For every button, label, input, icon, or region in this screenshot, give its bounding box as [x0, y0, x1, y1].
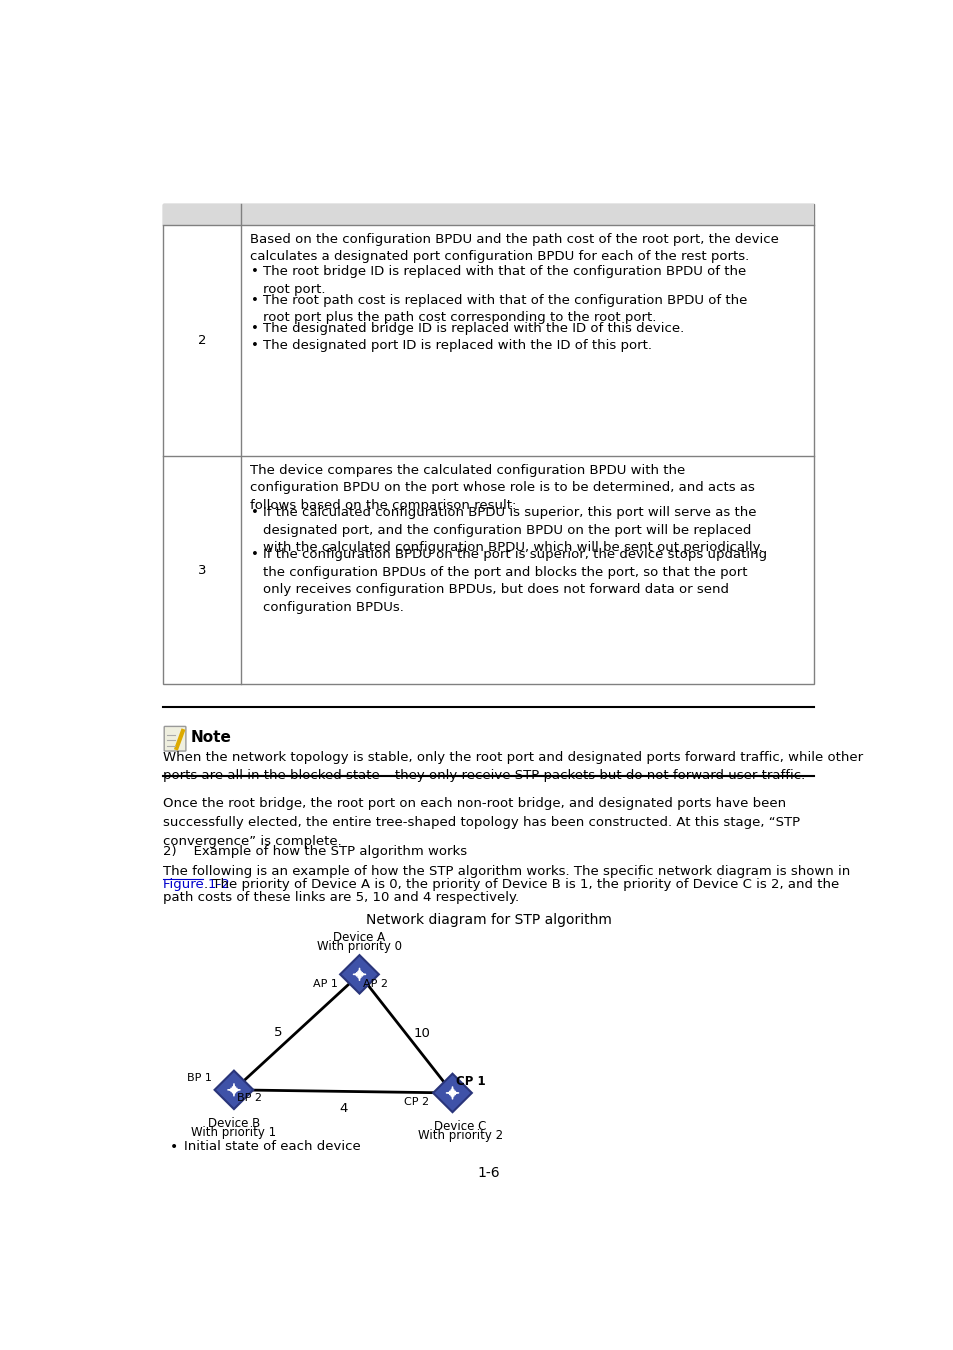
Text: •: •	[251, 506, 258, 520]
Text: 10: 10	[414, 1027, 430, 1040]
Text: The following is an example of how the STP algorithm works. The specific network: The following is an example of how the S…	[163, 865, 850, 878]
Polygon shape	[214, 1071, 253, 1110]
Polygon shape	[340, 954, 378, 994]
Text: BP 1: BP 1	[187, 1073, 212, 1083]
Text: •: •	[251, 548, 258, 562]
Text: •: •	[251, 294, 258, 306]
Text: •: •	[251, 339, 258, 352]
Text: Device B: Device B	[208, 1116, 260, 1130]
Text: Initial state of each device: Initial state of each device	[183, 1139, 360, 1153]
Text: AP 1: AP 1	[313, 979, 337, 988]
Text: Based on the configuration BPDU and the path cost of the root port, the device
c: Based on the configuration BPDU and the …	[250, 232, 779, 263]
Text: 2: 2	[197, 335, 206, 347]
Text: Figure 1-2: Figure 1-2	[163, 878, 230, 891]
Text: If the configuration BPDU on the port is superior, the device stops updating
the: If the configuration BPDU on the port is…	[262, 548, 766, 614]
Text: Once the root bridge, the root port on each non-root bridge, and designated port: Once the root bridge, the root port on e…	[163, 798, 800, 848]
Text: The device compares the calculated configuration BPDU with the
configuration BPD: The device compares the calculated confi…	[250, 464, 755, 512]
Bar	[163, 204, 814, 684]
Text: •: •	[170, 1139, 178, 1154]
Text: Network diagram for STP algorithm: Network diagram for STP algorithm	[366, 913, 611, 926]
Text: AP 2: AP 2	[362, 979, 387, 988]
Text: •: •	[251, 265, 258, 278]
Text: Device A: Device A	[334, 930, 385, 944]
Text: If the calculated configuration BPDU is superior, this port will serve as the
de: If the calculated configuration BPDU is …	[262, 506, 761, 555]
Text: The root bridge ID is replaced with that of the configuration BPDU of the
root p: The root bridge ID is replaced with that…	[262, 265, 745, 296]
Text: 3: 3	[197, 563, 206, 576]
Text: •: •	[251, 323, 258, 335]
Polygon shape	[433, 1073, 472, 1112]
Text: Device C: Device C	[434, 1120, 486, 1133]
Text: When the network topology is stable, only the root port and designated ports for: When the network topology is stable, onl…	[163, 751, 862, 782]
Text: With priority 0: With priority 0	[316, 940, 401, 953]
Text: Note: Note	[191, 730, 232, 745]
Text: 2)    Example of how the STP algorithm works: 2) Example of how the STP algorithm work…	[163, 845, 467, 859]
FancyBboxPatch shape	[164, 726, 186, 751]
Text: 5: 5	[274, 1026, 282, 1038]
Text: path costs of these links are 5, 10 and 4 respectively.: path costs of these links are 5, 10 and …	[163, 891, 519, 904]
Text: With priority 1: With priority 1	[192, 1126, 276, 1139]
Text: The designated bridge ID is replaced with the ID of this device.: The designated bridge ID is replaced wit…	[262, 323, 683, 335]
Text: 1-6: 1-6	[477, 1166, 499, 1180]
Bar	[163, 204, 814, 225]
Text: The root path cost is replaced with that of the configuration BPDU of the
root p: The root path cost is replaced with that…	[262, 294, 746, 324]
Text: With priority 2: With priority 2	[417, 1129, 502, 1142]
Text: 4: 4	[338, 1102, 347, 1115]
Text: CP 1: CP 1	[456, 1075, 485, 1088]
Text: CP 2: CP 2	[404, 1098, 429, 1107]
Text: The designated port ID is replaced with the ID of this port.: The designated port ID is replaced with …	[262, 339, 651, 352]
Text: BP 2: BP 2	[236, 1092, 262, 1103]
Text: . The priority of Device A is 0, the priority of Device B is 1, the priority of : . The priority of Device A is 0, the pri…	[204, 878, 839, 891]
